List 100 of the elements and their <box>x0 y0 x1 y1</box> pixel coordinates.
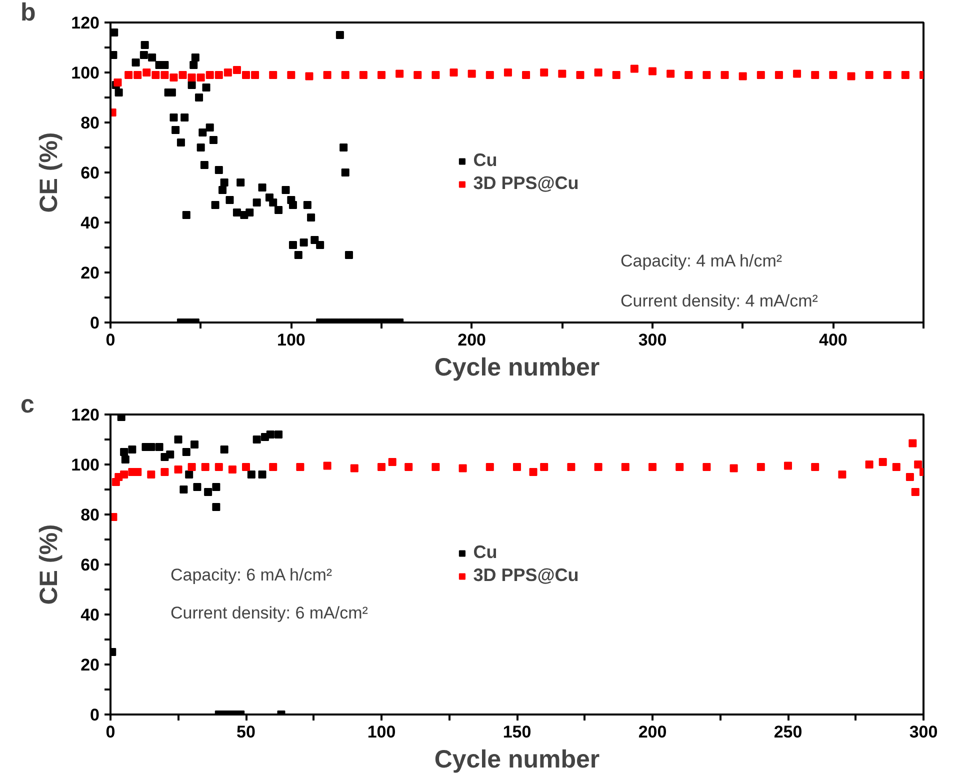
y-tick-label: 120 <box>71 406 100 424</box>
x-tick-label: 300 <box>909 722 938 742</box>
y-tick-label: 0 <box>90 706 100 724</box>
y-tick-label: 20 <box>80 656 100 674</box>
legend-label: 3D PPS@Cu <box>473 565 579 586</box>
point <box>228 466 236 474</box>
point <box>155 443 164 451</box>
point <box>702 71 711 79</box>
point <box>232 66 241 74</box>
point <box>911 488 920 496</box>
point <box>242 463 250 471</box>
point <box>269 463 278 471</box>
point <box>684 71 693 79</box>
point <box>266 430 274 438</box>
point <box>178 71 187 79</box>
x-axis-title: Cycle number <box>434 746 600 774</box>
point <box>258 470 266 478</box>
x-tick-label: 100 <box>367 722 396 742</box>
point <box>359 71 368 79</box>
point <box>878 458 887 466</box>
point <box>738 72 747 80</box>
point <box>120 448 128 456</box>
y-axis-title: CE (%) <box>35 132 64 213</box>
point <box>432 71 440 79</box>
point <box>621 463 630 471</box>
point <box>252 436 261 444</box>
point <box>784 462 792 470</box>
point <box>160 468 169 476</box>
point <box>296 463 304 471</box>
point <box>224 68 232 76</box>
point <box>529 468 538 476</box>
legend-label: Cu <box>473 150 498 171</box>
x-tick-label: 200 <box>638 722 667 742</box>
point <box>594 68 602 76</box>
point <box>811 71 820 79</box>
legend-label: Cu <box>473 542 498 563</box>
point <box>182 448 190 456</box>
point <box>865 71 874 79</box>
x-tick-label: 150 <box>502 722 532 742</box>
point <box>124 71 133 79</box>
y-axis-title: CE (%) <box>35 524 64 605</box>
point <box>220 446 228 454</box>
annotation: Current density: 6 mA/cm² <box>170 604 368 622</box>
point <box>350 464 358 472</box>
point <box>242 71 250 79</box>
point <box>676 463 684 471</box>
point <box>212 483 220 491</box>
point <box>166 450 174 458</box>
point <box>648 463 656 471</box>
point <box>206 71 214 79</box>
point <box>305 72 314 80</box>
point <box>908 439 917 448</box>
point <box>414 71 422 79</box>
point <box>892 463 900 471</box>
x-tick-label: 100 <box>276 330 306 350</box>
point <box>170 74 178 82</box>
point <box>730 464 738 472</box>
point <box>323 71 332 79</box>
point <box>134 71 142 79</box>
point <box>214 71 223 79</box>
y-tick-label: 0 <box>90 314 100 332</box>
point <box>576 71 584 79</box>
point <box>883 71 892 79</box>
text: b <box>20 0 36 26</box>
y-tick-label: 40 <box>80 606 100 624</box>
point <box>341 71 350 79</box>
point <box>648 67 656 76</box>
point <box>160 71 169 79</box>
point <box>269 71 278 79</box>
point <box>540 68 548 76</box>
point <box>486 463 494 471</box>
x-tick-label: 50 <box>236 722 256 742</box>
text: c <box>20 390 34 418</box>
point <box>829 71 838 79</box>
point <box>720 71 729 79</box>
point <box>147 470 156 478</box>
y-tick-label: 80 <box>80 114 100 132</box>
x-tick-label: 400 <box>818 330 848 350</box>
y-tick-label: 80 <box>80 506 100 524</box>
point <box>117 414 126 421</box>
point <box>287 71 296 79</box>
x-tick-label: 200 <box>458 330 486 350</box>
point <box>196 74 205 82</box>
point <box>906 473 914 481</box>
point <box>914 460 922 468</box>
point <box>838 470 846 478</box>
point <box>190 440 199 448</box>
point <box>558 70 566 78</box>
point <box>522 71 530 79</box>
annotation: Capacity: 6 mA h/cm² <box>170 566 332 584</box>
point <box>247 470 256 478</box>
y-tick-label: 60 <box>80 556 100 574</box>
point <box>251 71 260 79</box>
legend-label: 3D PPS@Cu <box>473 173 579 194</box>
point <box>185 470 194 478</box>
point <box>201 463 210 471</box>
y-tick-label: 20 <box>80 264 100 282</box>
point <box>756 463 765 471</box>
point <box>396 70 404 78</box>
annotation: Current density: 4 mA/cm² <box>620 292 818 310</box>
